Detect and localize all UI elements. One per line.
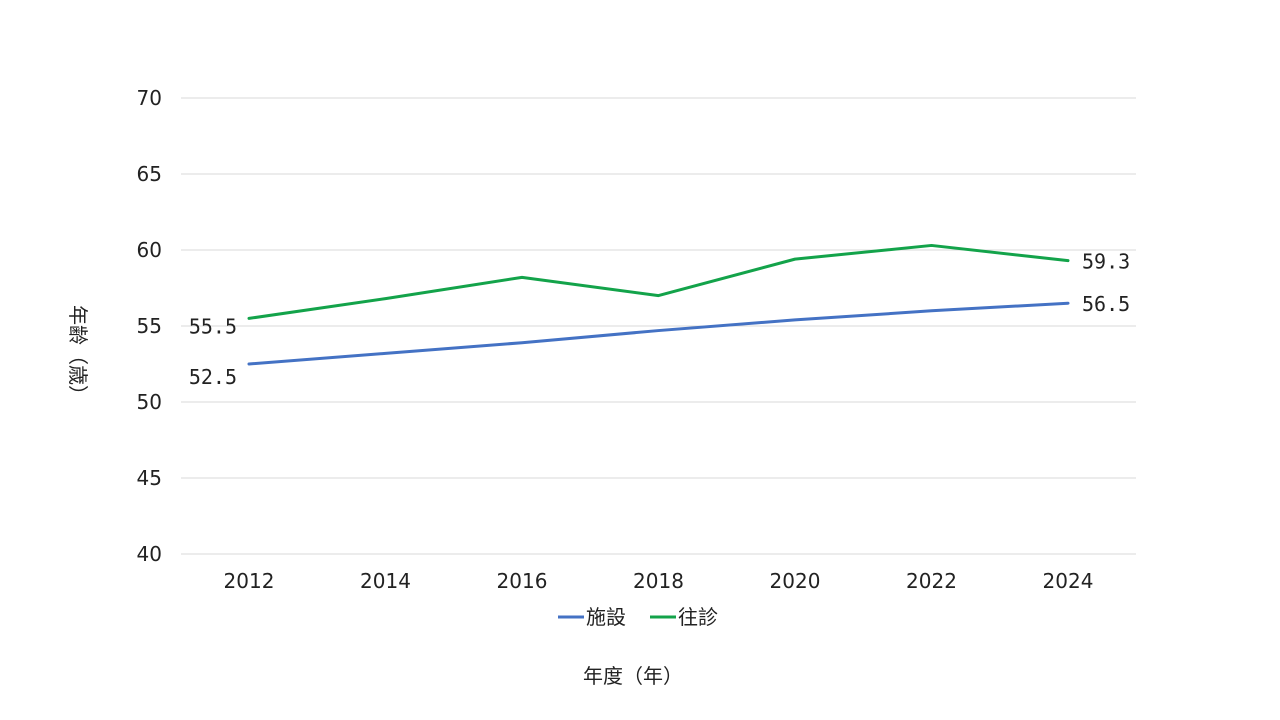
x-tick-label: 2014 — [360, 569, 411, 593]
legend-label: 施設 — [586, 605, 626, 629]
x-tick-label: 2016 — [497, 569, 548, 593]
data-labels: 52.5 56.5 55.5 59.3 — [189, 250, 1130, 389]
x-axis-ticks: 2012 2014 2016 2018 2020 2022 2024 — [224, 569, 1094, 593]
y-tick-label: 45 — [137, 466, 162, 490]
x-axis-title: 年度（年） — [583, 664, 683, 688]
y-axis-title: 年齢（歳） — [66, 305, 90, 405]
data-label: 59.3 — [1082, 250, 1130, 274]
data-label: 52.5 — [189, 365, 237, 389]
y-tick-label: 60 — [137, 238, 162, 262]
series-lines — [247, 243, 1070, 366]
series-line-1 — [247, 301, 1070, 366]
data-label: 55.5 — [189, 314, 237, 338]
legend-label: 往診 — [678, 605, 718, 629]
series-line-2 — [247, 243, 1070, 320]
gridlines — [181, 97, 1136, 555]
data-label: 56.5 — [1082, 292, 1130, 316]
x-tick-label: 2018 — [633, 569, 684, 593]
y-tick-label: 50 — [137, 390, 162, 414]
legend: 施設 往診 — [558, 605, 718, 629]
y-tick-label: 70 — [137, 86, 162, 110]
x-tick-label: 2024 — [1043, 569, 1094, 593]
x-tick-label: 2020 — [770, 569, 821, 593]
svg-text:年齢（歳）: 年齢（歳） — [66, 305, 90, 405]
x-tick-label: 2012 — [224, 569, 275, 593]
y-tick-label: 65 — [137, 162, 162, 186]
y-axis-ticks: 40 45 50 55 60 65 70 — [137, 86, 162, 566]
y-tick-label: 40 — [137, 542, 162, 566]
x-tick-label: 2022 — [906, 569, 957, 593]
y-tick-label: 55 — [137, 314, 162, 338]
